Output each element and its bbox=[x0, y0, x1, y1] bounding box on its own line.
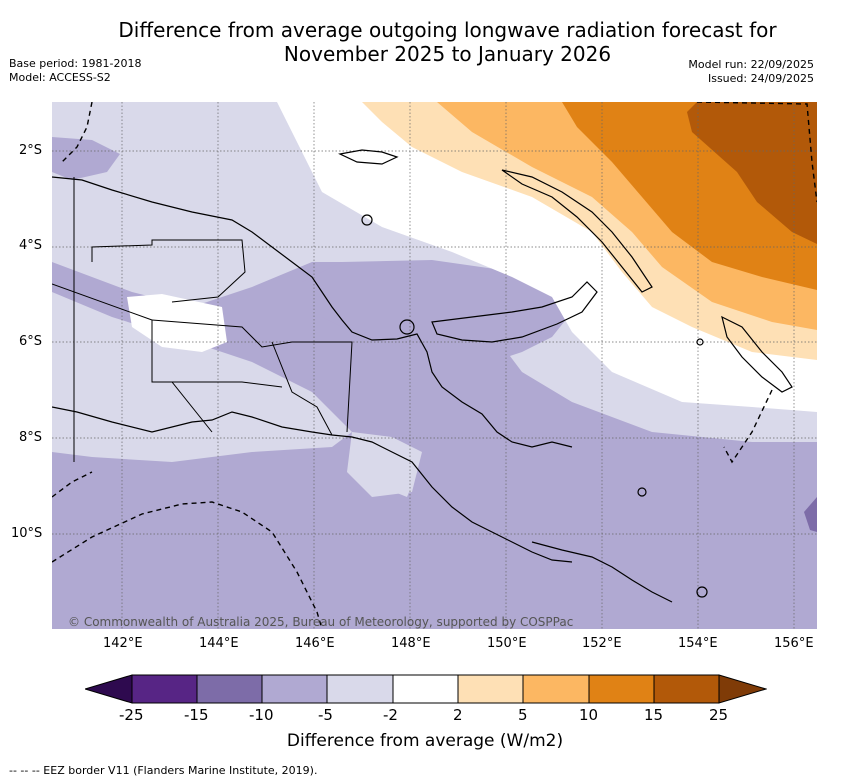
colorbar-title: Difference from average (W/m2) bbox=[286, 731, 564, 751]
gridlines bbox=[52, 102, 817, 629]
colorbar-tick-label: -5 bbox=[318, 706, 333, 724]
lat-label-4s: 4°S bbox=[19, 238, 43, 253]
lon-label-152e: 152°E bbox=[582, 636, 622, 651]
anomaly-region-purple-north bbox=[52, 137, 120, 180]
colorbar-bin-1 bbox=[131, 674, 198, 704]
eez-borders bbox=[52, 102, 817, 629]
colorbar-tick-label: -10 bbox=[249, 706, 274, 724]
anomaly-region-15-to-25 bbox=[687, 102, 817, 244]
colorbar-tick-label: 25 bbox=[709, 706, 729, 724]
lat-label-2s: 2°S bbox=[19, 143, 43, 158]
colorbar-extend-low bbox=[85, 674, 133, 704]
colorbar-bin-7 bbox=[522, 674, 590, 704]
anomaly-region-light-south bbox=[352, 440, 417, 497]
map-panel: © Commonwealth of Australia 2025, Bureau… bbox=[52, 102, 817, 629]
colorbar-tick-label: -15 bbox=[184, 706, 209, 724]
meta-right: Model run: 22/09/2025 Issued: 24/09/2025 bbox=[688, 58, 814, 86]
lon-label-156e: 156°E bbox=[774, 636, 814, 651]
meta-left: Base period: 1981-2018 Model: ACCESS-S2 bbox=[9, 57, 141, 85]
lon-label-142e: 142°E bbox=[103, 636, 143, 651]
lon-label-154e: 154°E bbox=[678, 636, 718, 651]
lon-label-150e: 150°E bbox=[487, 636, 527, 651]
colorbar-bin-4 bbox=[326, 674, 394, 704]
anomaly-region-purple-east bbox=[804, 497, 817, 532]
lat-label-8s: 8°S bbox=[19, 430, 43, 445]
anomaly-region-purple-central bbox=[302, 260, 572, 362]
colorbar-extend-high bbox=[718, 674, 767, 704]
issued-text: Issued: 24/09/2025 bbox=[707, 72, 814, 85]
colorbar bbox=[85, 674, 767, 704]
colorbar-tick-label: 10 bbox=[579, 706, 599, 724]
model-run-text: Model run: 22/09/2025 bbox=[688, 58, 814, 71]
model-text: Model: ACCESS-S2 bbox=[9, 71, 111, 84]
colorbar-tick-label: -2 bbox=[383, 706, 398, 724]
title-line-1: Difference from average outgoing longwav… bbox=[118, 18, 777, 42]
lat-label-6s: 6°S bbox=[19, 334, 43, 349]
lon-label-144e: 144°E bbox=[199, 636, 239, 651]
colorbar-bin-3 bbox=[261, 674, 328, 704]
base-period-text: Base period: 1981-2018 bbox=[9, 57, 142, 70]
coastlines bbox=[52, 149, 793, 603]
colorbar-tick-label: 5 bbox=[518, 706, 528, 724]
title-line-2: November 2025 to January 2026 bbox=[283, 42, 612, 66]
lon-label-148e: 148°E bbox=[391, 636, 431, 651]
colorbar-bin-9 bbox=[653, 674, 720, 704]
colorbar-bin-8 bbox=[588, 674, 655, 704]
copyright-notice: © Commonwealth of Australia 2025, Bureau… bbox=[68, 615, 573, 629]
province-borders bbox=[52, 177, 353, 462]
colorbar-tick-label: 15 bbox=[644, 706, 664, 724]
colorbar-bin-2 bbox=[196, 674, 263, 704]
colorbar-tick-label: -25 bbox=[119, 706, 144, 724]
anomaly-region-minus-5-to-minus-2-south bbox=[52, 292, 352, 462]
colorbar-bin-5 bbox=[392, 674, 459, 704]
figure-title: Difference from average outgoing longwav… bbox=[0, 18, 850, 66]
colorbar-bin-6 bbox=[457, 674, 524, 704]
colorbar-tick-label: 2 bbox=[453, 706, 463, 724]
eez-legend-note: -- -- -- EEZ border V11 (Flanders Marine… bbox=[9, 764, 318, 777]
lon-label-146e: 146°E bbox=[295, 636, 335, 651]
lat-label-10s: 10°S bbox=[11, 526, 43, 541]
